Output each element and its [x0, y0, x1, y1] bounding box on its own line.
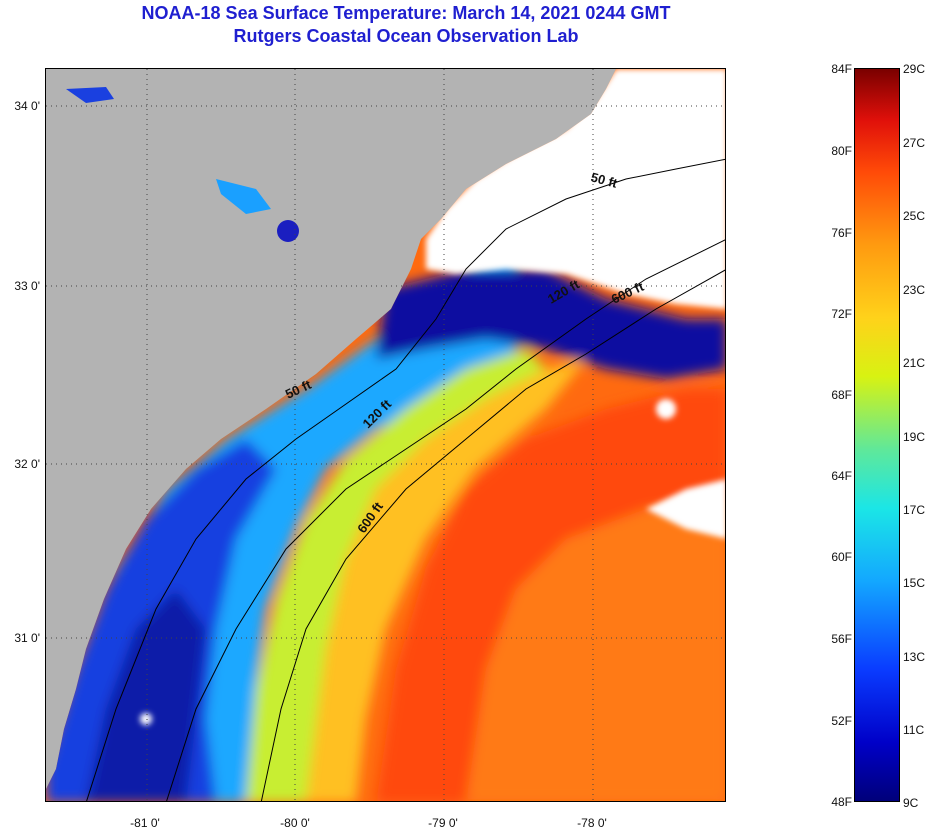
- sst-map-canvas: 50 ft 120 ft 600 ft 50 ft 120 ft 600 ft: [46, 69, 725, 801]
- lat-label-32: 32 0': [14, 457, 40, 471]
- colorbar-c-label: 29C: [903, 62, 926, 76]
- inland-lake: [216, 179, 271, 214]
- colorbar-c-label: 21C: [903, 356, 926, 370]
- lon-label-80: -80 0': [280, 816, 310, 830]
- colorbar-f-label: 76F: [831, 226, 852, 240]
- inland-lake: [277, 220, 299, 242]
- colorbar-f-label: 60F: [831, 550, 852, 564]
- colorbar-c-label: 17C: [903, 503, 926, 517]
- colorbar-f-label: 68F: [831, 388, 852, 402]
- sst-map: 50 ft 120 ft 600 ft 50 ft 120 ft 600 ft: [45, 68, 726, 802]
- map-subtitle: Rutgers Coastal Ocean Observation Lab: [233, 26, 579, 46]
- colorbar-c-label: 19C: [903, 430, 926, 444]
- lon-label-78: -78 0': [577, 816, 607, 830]
- lat-label-33: 33 0': [14, 279, 40, 293]
- map-title: NOAA-18 Sea Surface Temperature: March 1…: [141, 3, 671, 23]
- contour-label: 50 ft: [589, 169, 619, 191]
- colorbar-c-label: 27C: [903, 136, 926, 150]
- colorbar-f-label: 64F: [831, 469, 852, 483]
- temperature-colorbar: [854, 68, 900, 802]
- colorbar-c-label: 15C: [903, 576, 926, 590]
- colorbar-f-label: 48F: [831, 795, 852, 809]
- colorbar-c-label: 9C: [903, 796, 919, 810]
- colorbar-c-label: 13C: [903, 650, 926, 664]
- colorbar-f-label: 56F: [831, 632, 852, 646]
- depth-contours: [86, 158, 725, 801]
- colorbar-f-label: 72F: [831, 307, 852, 321]
- lon-label-79: -79 0': [428, 816, 458, 830]
- colorbar-c-label: 11C: [903, 723, 925, 737]
- colorbar-c-label: 23C: [903, 283, 926, 297]
- colorbar-c-label: 25C: [903, 209, 926, 223]
- graticule: [46, 69, 725, 801]
- inland-lake: [66, 87, 114, 103]
- colorbar-f-label: 80F: [831, 144, 852, 158]
- colorbar-f-label: 84F: [831, 62, 852, 76]
- lon-label-81: -81 0': [130, 816, 160, 830]
- lat-label-34: 34 0': [14, 99, 40, 113]
- colorbar-f-label: 52F: [831, 714, 852, 728]
- lat-label-31: 31 0': [14, 631, 40, 645]
